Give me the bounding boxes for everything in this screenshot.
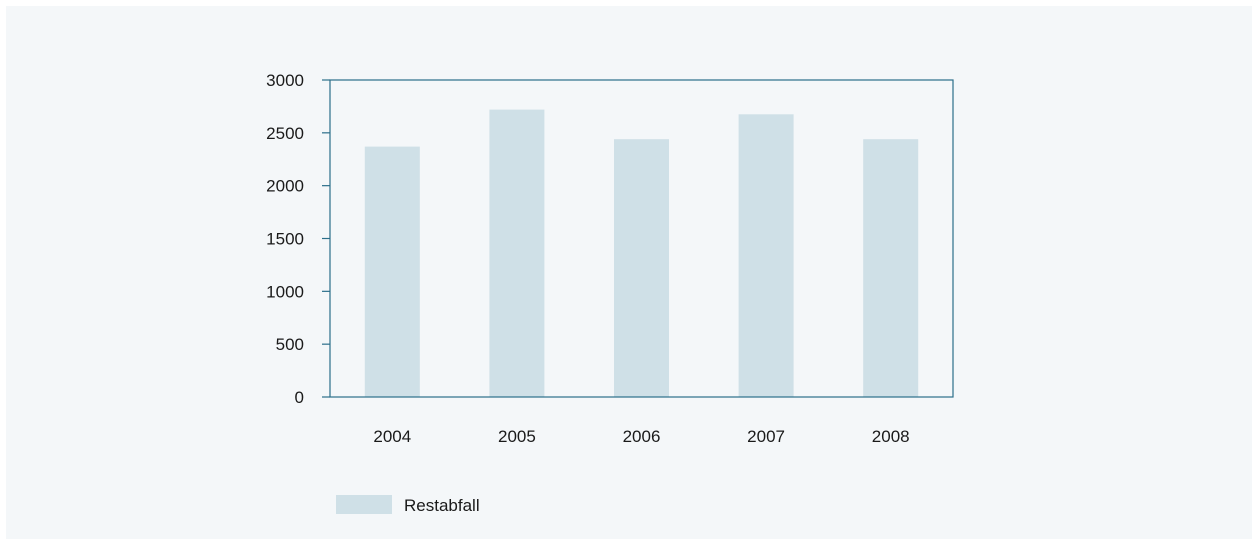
bars-group: [364, 109, 919, 398]
x-labels-group: 2004 2005 2006 2007 2008: [373, 427, 909, 446]
legend: Restabfall: [336, 495, 480, 515]
bar-2005: [489, 109, 545, 397]
legend-swatch-restabfall: [336, 495, 392, 514]
y-tick-label-1000: 1000: [266, 282, 304, 301]
legend-label-restabfall: Restabfall: [404, 496, 480, 515]
x-label-2008: 2008: [872, 427, 910, 446]
x-label-2004: 2004: [373, 427, 411, 446]
y-tick-label-1500: 1500: [266, 230, 304, 249]
y-tick-label-3000: 3000: [266, 71, 304, 90]
y-tick-label-500: 500: [276, 335, 304, 354]
bar-2006: [614, 139, 669, 397]
y-tick-label-2000: 2000: [266, 177, 304, 196]
x-label-2005: 2005: [498, 427, 536, 446]
x-label-2006: 2006: [623, 427, 661, 446]
x-label-2007: 2007: [747, 427, 785, 446]
y-tick-label-2500: 2500: [266, 124, 304, 143]
y-tick-label-0: 0: [295, 388, 304, 407]
bar-2007: [738, 114, 794, 398]
bar-2004: [364, 146, 420, 397]
y-ticks-group: 0 500 1000 1500 2000 2500 3000: [266, 71, 330, 407]
bar-2008: [863, 139, 919, 397]
